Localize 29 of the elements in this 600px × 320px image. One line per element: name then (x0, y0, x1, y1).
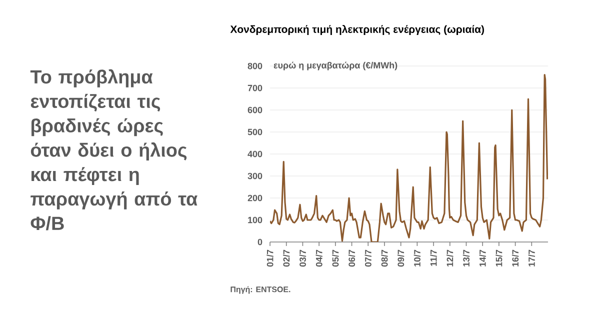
x-tick-label: 06/7 (348, 250, 356, 267)
x-tick-label: 01/7 (266, 250, 274, 267)
y-tick-label: 0 (258, 238, 262, 246)
x-tick-label: 03/7 (299, 250, 306, 267)
y-tick-label: 200 (248, 194, 262, 202)
y-tick-label: 600 (248, 106, 262, 114)
x-tick-label: 04/7 (316, 250, 322, 267)
x-tick-label: 15/7 (496, 250, 502, 266)
y-tick-label: 500 (248, 128, 262, 136)
y-tick-label: 800 (248, 62, 262, 70)
x-tick-label: 09/7 (397, 250, 404, 267)
y-tick-label: 700 (248, 84, 262, 92)
chart-title: Χονδρεμπορική τιμή ηλεκτρικής ενέργειας (ωριαία) (230, 24, 484, 36)
x-tick-label: 08/7 (381, 250, 388, 267)
y-axis-title: ευρώ η μεγαβατώρα (€/MWh) (274, 62, 398, 70)
x-tick-label: 11/7 (430, 250, 437, 266)
x-tick-label: 05/7 (332, 250, 339, 267)
x-tick-label: 14/7 (479, 250, 486, 266)
x-tick-label: 17/7 (528, 250, 535, 266)
x-tick-label: 10/7 (414, 250, 421, 266)
y-tick-label: 100 (248, 216, 262, 224)
x-tick-label: 13/7 (462, 250, 470, 266)
text: Το πρόβλημα εντοπίζεται τις βραδινές ώρες όταν δύει ο ήλιος και πέφτει η παραγωγή από τα Φ/Β (30, 69, 198, 230)
x-tick-label: 12/7 (446, 250, 454, 266)
x-tick-label: 16/7 (512, 250, 519, 266)
x-tick-label: 02/7 (283, 250, 290, 267)
x-tick-label: 07/7 (364, 250, 372, 267)
y-tick-label: 300 (248, 172, 262, 180)
y-tick-label: 400 (248, 150, 262, 158)
